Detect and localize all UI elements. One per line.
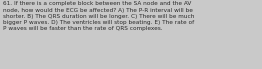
- Text: 61. If there is a complete block between the SA node and the AV
node, how would : 61. If there is a complete block between…: [3, 1, 194, 31]
